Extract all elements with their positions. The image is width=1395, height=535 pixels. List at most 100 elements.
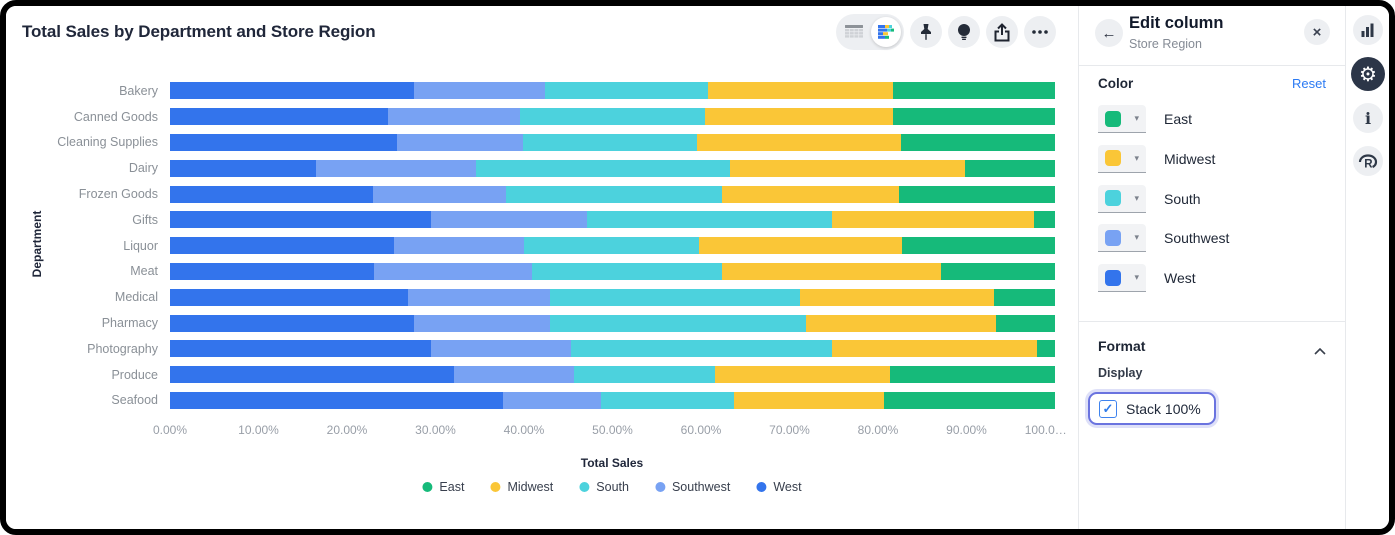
bar-segment-west[interactable] xyxy=(170,108,388,126)
category-label: Photography xyxy=(87,341,158,356)
color-swatch-button-south[interactable]: ▾ xyxy=(1098,184,1146,213)
settings-button[interactable]: ⚙ xyxy=(1351,57,1385,91)
chart-panel-button[interactable] xyxy=(1353,15,1383,45)
bar-segment-southwest[interactable] xyxy=(454,366,575,384)
bar-segment-midwest[interactable] xyxy=(800,288,994,306)
color-swatch-button-midwest[interactable]: ▾ xyxy=(1098,144,1146,173)
bar-segment-south[interactable] xyxy=(523,133,697,151)
x-tick-label: 50.00% xyxy=(592,423,633,437)
bar-segment-south[interactable] xyxy=(549,288,801,306)
bar-segment-south[interactable] xyxy=(476,159,731,177)
bar-segment-south[interactable] xyxy=(586,211,832,229)
bar-segment-midwest[interactable] xyxy=(722,262,941,280)
bar-segment-west[interactable] xyxy=(170,211,432,229)
bar-segment-southwest[interactable] xyxy=(414,82,546,100)
bar-segment-midwest[interactable] xyxy=(722,185,900,203)
view-toggle[interactable] xyxy=(836,14,904,50)
bar-segment-midwest[interactable] xyxy=(708,82,893,100)
bar-segment-west[interactable] xyxy=(170,391,503,409)
chart-view-icon[interactable] xyxy=(871,17,901,47)
stacked-bar xyxy=(170,288,1055,306)
bar-segment-midwest[interactable] xyxy=(831,340,1038,358)
bar-segment-midwest[interactable] xyxy=(730,159,965,177)
bar-segment-south[interactable] xyxy=(531,262,723,280)
bar-segment-southwest[interactable] xyxy=(372,185,507,203)
insights-button[interactable] xyxy=(948,16,980,48)
bar-segment-east[interactable] xyxy=(1037,340,1055,358)
share-icon xyxy=(994,22,1010,41)
bar-segment-southwest[interactable] xyxy=(408,288,550,306)
legend-item-midwest[interactable]: Midwest xyxy=(490,480,553,494)
color-swatch-button-southwest[interactable]: ▾ xyxy=(1098,224,1146,253)
legend-item-east[interactable]: East xyxy=(422,480,464,494)
bar-segment-west[interactable] xyxy=(170,314,415,332)
bar-segment-east[interactable] xyxy=(893,108,1055,126)
bar-segment-midwest[interactable] xyxy=(831,211,1034,229)
bar-segment-east[interactable] xyxy=(901,237,1055,255)
legend-item-southwest[interactable]: Southwest xyxy=(654,480,730,494)
bar-segment-south[interactable] xyxy=(549,314,807,332)
legend-item-south[interactable]: South xyxy=(579,480,629,494)
color-swatch-button-west[interactable]: ▾ xyxy=(1098,264,1146,293)
bar-segment-south[interactable] xyxy=(520,108,706,126)
bar-segment-southwest[interactable] xyxy=(396,133,524,151)
bar-segment-southwest[interactable] xyxy=(316,159,477,177)
bar-segment-west[interactable] xyxy=(170,237,394,255)
info-button[interactable]: i xyxy=(1353,103,1383,133)
bar-segment-midwest[interactable] xyxy=(715,366,891,384)
bar-segment-east[interactable] xyxy=(899,185,1055,203)
bar-segment-south[interactable] xyxy=(545,82,709,100)
bar-segment-east[interactable] xyxy=(890,366,1055,384)
bar-segment-east[interactable] xyxy=(995,314,1055,332)
bar-segment-west[interactable] xyxy=(170,185,373,203)
bar-segment-midwest[interactable] xyxy=(806,314,996,332)
bar-segment-southwest[interactable] xyxy=(502,391,601,409)
bar-segment-midwest[interactable] xyxy=(705,108,894,126)
bar-segment-east[interactable] xyxy=(900,133,1055,151)
bar-segment-west[interactable] xyxy=(170,159,317,177)
bar-segment-southwest[interactable] xyxy=(431,211,587,229)
bar-segment-west[interactable] xyxy=(170,262,374,280)
bar-segment-east[interactable] xyxy=(884,391,1055,409)
bar-segment-east[interactable] xyxy=(964,159,1055,177)
bar-segment-southwest[interactable] xyxy=(414,314,550,332)
bar-segment-east[interactable] xyxy=(993,288,1055,306)
bar-segment-west[interactable] xyxy=(170,133,397,151)
share-button[interactable] xyxy=(986,16,1018,48)
bar-segment-southwest[interactable] xyxy=(373,262,532,280)
bar-segment-midwest[interactable] xyxy=(696,133,901,151)
bar-segment-south[interactable] xyxy=(570,340,832,358)
bar-segment-west[interactable] xyxy=(170,82,415,100)
back-button[interactable]: ← xyxy=(1095,19,1123,47)
bar-segment-southwest[interactable] xyxy=(431,340,571,358)
bar-segment-west[interactable] xyxy=(170,340,432,358)
reset-link[interactable]: Reset xyxy=(1292,76,1326,91)
bar-segment-south[interactable] xyxy=(506,185,723,203)
bar-segment-south[interactable] xyxy=(574,366,716,384)
legend-item-west[interactable]: West xyxy=(756,480,802,494)
stack-100-control[interactable]: ✓ Stack 100% xyxy=(1088,392,1216,425)
more-button[interactable] xyxy=(1024,16,1056,48)
bar-segment-south[interactable] xyxy=(523,237,700,255)
format-collapse-button[interactable] xyxy=(1314,342,1326,360)
close-button[interactable]: × xyxy=(1304,19,1330,45)
bar-segment-east[interactable] xyxy=(893,82,1055,100)
bar-segment-southwest[interactable] xyxy=(393,237,524,255)
bar-segment-east[interactable] xyxy=(940,262,1055,280)
stack-100-checkbox[interactable]: ✓ xyxy=(1099,399,1117,418)
bar-segment-south[interactable] xyxy=(600,391,734,409)
category-label: Bakery xyxy=(119,83,158,98)
bar-segment-midwest[interactable] xyxy=(733,391,885,409)
table-view-icon[interactable] xyxy=(839,17,869,47)
bar-segment-midwest[interactable] xyxy=(699,237,902,255)
color-swatch-button-east[interactable]: ▾ xyxy=(1098,105,1146,133)
bar-segment-west[interactable] xyxy=(170,366,455,384)
bar-segment-west[interactable] xyxy=(170,288,409,306)
bar-segment-east[interactable] xyxy=(1033,211,1055,229)
bar-segment-southwest[interactable] xyxy=(387,108,521,126)
color-row-east: ▾ East xyxy=(1098,105,1192,133)
r-language-button[interactable]: R xyxy=(1353,146,1383,176)
pin-button[interactable] xyxy=(910,16,942,48)
stacked-bar xyxy=(170,82,1055,100)
